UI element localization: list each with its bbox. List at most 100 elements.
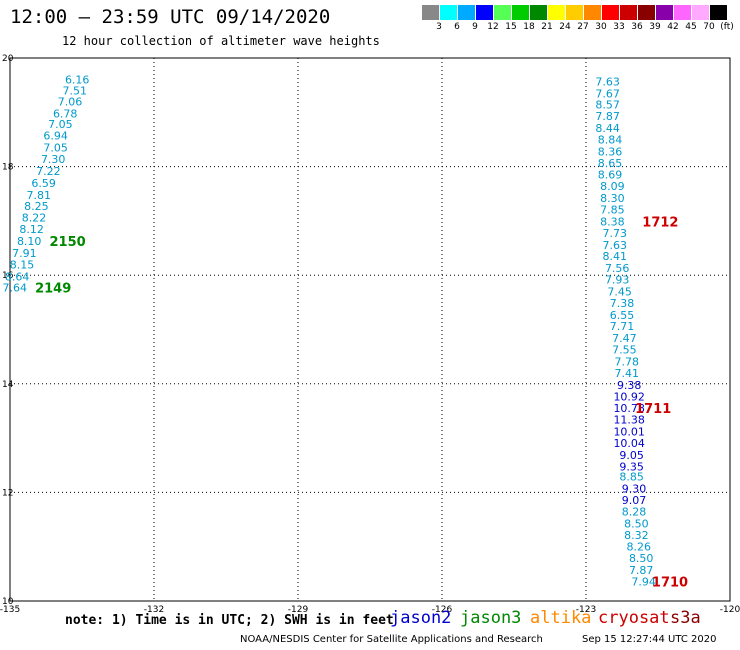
wave-height-value: 7.87 — [629, 564, 654, 577]
legend-jason3: jason3 — [460, 608, 522, 628]
wave-height-value: 7.55 — [612, 344, 637, 357]
color-scale-swatch — [674, 5, 691, 20]
wave-height-value: 7.06 — [58, 95, 83, 108]
wave-height-value: 8.38 — [600, 215, 625, 228]
wave-height-value: 7.81 — [27, 189, 52, 202]
color-scale-swatch — [692, 5, 709, 20]
color-scale-label: 27 — [577, 22, 589, 32]
wave-height-value: 6.16 — [65, 74, 90, 87]
wave-height-value: 7.63 — [603, 239, 628, 252]
wave-height-value: 8.09 — [600, 180, 625, 193]
color-scale-swatch — [602, 5, 619, 20]
color-scale-swatch — [566, 5, 583, 20]
wave-height-value: 7.63 — [595, 75, 620, 88]
color-scale-label: 6 — [454, 22, 460, 32]
color-scale-label: 9 — [472, 22, 478, 32]
wave-height-value: 9.30 — [622, 483, 647, 496]
wave-height-value: 10.92 — [613, 390, 645, 403]
wave-height-value: 7.71 — [610, 320, 635, 333]
color-scale-swatch — [656, 5, 673, 20]
wave-height-value: 7.38 — [610, 297, 635, 310]
wave-height-value: 9.05 — [619, 449, 644, 462]
y-tick-label: 18 — [2, 163, 14, 173]
chart-subtitle: 12 hour collection of altimeter wave hei… — [62, 34, 380, 48]
color-scale-label: 70 — [703, 22, 715, 32]
wave-height-value: 7.85 — [600, 203, 625, 216]
wave-height-value: 6.59 — [31, 177, 56, 190]
wave-height-value: 8.32 — [624, 529, 649, 542]
color-scale-swatch — [422, 5, 439, 20]
legend-jason2: jason2 — [390, 608, 452, 628]
legend-cryosat: cryosat — [598, 608, 670, 628]
wave-height-value: 7.87 — [595, 110, 620, 123]
credit-text: NOAA/NESDIS Center for Satellite Applica… — [240, 634, 543, 645]
x-tick-label: -120 — [720, 605, 740, 615]
wave-height-value: 7.30 — [41, 153, 66, 166]
color-scale-swatch — [494, 5, 511, 20]
color-scale-label: 33 — [613, 22, 625, 32]
x-tick-label: -126 — [432, 605, 453, 615]
y-tick-label: 20 — [2, 54, 14, 64]
wave-height-value: 7.47 — [612, 332, 637, 345]
wave-height-value: 9.38 — [617, 379, 642, 392]
wave-height-value: 9.07 — [622, 494, 647, 507]
y-tick-label: 16 — [2, 271, 14, 281]
wave-height-value: 8.50 — [629, 552, 654, 565]
legend-s3a: s3a — [670, 608, 701, 628]
wave-height-value: 7.64 — [3, 282, 28, 295]
wave-height-value: 6.78 — [53, 107, 78, 120]
color-scale-swatch — [638, 5, 655, 20]
color-scale-swatch — [620, 5, 637, 20]
color-scale-swatch — [584, 5, 601, 20]
wave-height-value: 8.25 — [24, 200, 49, 213]
color-scale-label: 18 — [523, 22, 535, 32]
color-scale-label: 39 — [649, 22, 661, 32]
color-scale-swatch — [512, 5, 529, 20]
wave-height-value: 7.45 — [607, 285, 632, 298]
wave-height-value: 8.65 — [598, 157, 623, 170]
y-tick-label: 10 — [2, 597, 14, 607]
pass-time-label: 2150 — [50, 235, 86, 250]
footer-note: note: 1) Time is in UTC; 2) SWH is in fe… — [65, 613, 394, 628]
color-scale-label: 45 — [685, 22, 697, 32]
wave-height-value: 8.26 — [627, 541, 652, 554]
wave-height-value: 8.85 — [619, 471, 644, 484]
color-scale-swatch — [548, 5, 565, 20]
wave-height-value: 8.69 — [598, 169, 623, 182]
wave-height-value: 8.64 — [5, 270, 30, 283]
color-scale-label: 3 — [436, 22, 442, 32]
color-scale-label: 15 — [505, 22, 517, 32]
wave-height-value: 8.44 — [595, 122, 620, 135]
color-scale-label: 21 — [541, 22, 553, 32]
wave-height-value: 7.22 — [36, 165, 61, 178]
wave-height-value: 8.10 — [17, 235, 42, 248]
color-scale-label: 24 — [559, 22, 571, 32]
wave-height-value: 10.04 — [613, 437, 645, 450]
chart-title: 12:00 — 23:59 UTC 09/14/2020 — [10, 6, 331, 28]
wave-height-value: 8.12 — [19, 223, 44, 236]
pass-time-label: 1712 — [642, 215, 678, 230]
pass-time-label: 1710 — [652, 575, 688, 590]
color-scale-swatch — [476, 5, 493, 20]
x-tick-label: -132 — [144, 605, 164, 615]
wave-height-value: 8.57 — [595, 99, 620, 112]
x-tick-label: -135 — [0, 605, 20, 615]
y-tick-label: 14 — [2, 380, 14, 390]
wave-height-value: 7.05 — [43, 142, 68, 155]
pass-time-label: 2149 — [35, 282, 71, 297]
color-scale-label: 30 — [595, 22, 607, 32]
color-scale-label: 42 — [667, 22, 679, 32]
wave-height-value: 7.73 — [603, 227, 628, 240]
wave-height-value: 8.22 — [22, 212, 47, 225]
color-scale-swatch — [530, 5, 547, 20]
wave-height-value: 7.51 — [63, 85, 88, 98]
legend-altika: altika — [530, 608, 592, 628]
generated-timestamp: Sep 15 12:27:44 UTC 2020 — [582, 634, 717, 645]
pass-time-label: 1711 — [635, 402, 671, 417]
wave-height-value: 9.35 — [619, 460, 644, 473]
wave-height-value: 7.56 — [605, 262, 630, 275]
wave-height-value: 8.84 — [598, 133, 623, 146]
wave-height-value: 6.94 — [43, 130, 68, 143]
wave-height-value: 7.93 — [605, 274, 630, 287]
